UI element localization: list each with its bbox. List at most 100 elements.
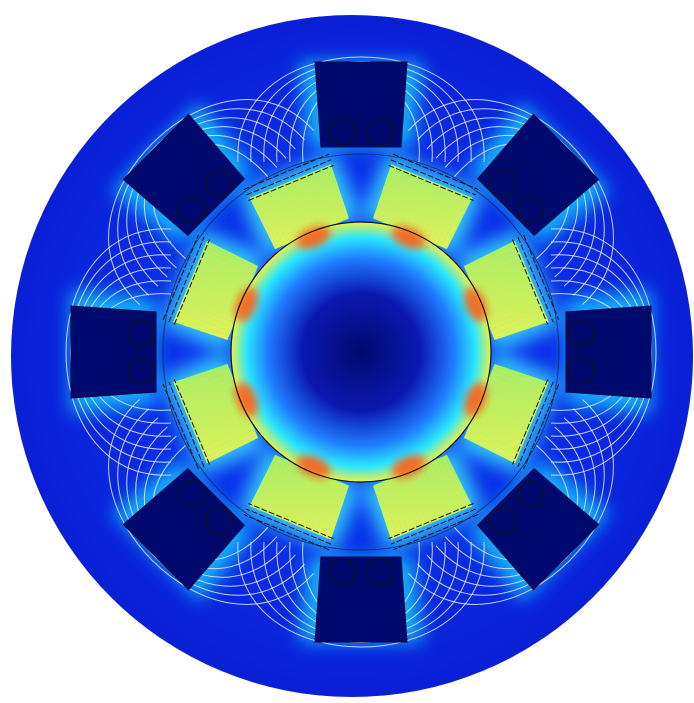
tooth-flux-line: [492, 372, 543, 393]
tooth-flux-line: [260, 195, 283, 244]
tooth-flux-line: [191, 282, 241, 304]
tooth-flux-line: [196, 411, 246, 434]
tooth-flux-line: [487, 386, 537, 407]
rotor: [231, 222, 491, 482]
tooth-flux-line: [323, 169, 344, 220]
tooth-flux-line: [482, 285, 532, 307]
tooth-flux-line: [443, 458, 467, 507]
tooth-flux-line: [388, 481, 409, 531]
flux-hotspots: [234, 225, 488, 479]
tooth-flux-line: [188, 393, 238, 414]
tooth-flux-line: [183, 301, 234, 323]
tooth-flux-line: [377, 168, 397, 219]
coil-layer-line: [168, 381, 205, 467]
tooth-flux-line: [296, 474, 318, 524]
coil-layer-line: [517, 381, 554, 467]
coil-layer-line: [523, 383, 560, 470]
tooth-flux-line: [415, 469, 438, 519]
coil-layer-line: [248, 164, 334, 201]
conductor: [205, 507, 233, 535]
flux-hotspot: [296, 455, 331, 479]
tooth-flux-line: [190, 397, 240, 419]
field-line: [108, 399, 314, 605]
tooth-flux-line: [181, 306, 232, 327]
tooth-flux-line: [306, 478, 327, 528]
tooth-flux-line: [409, 182, 431, 232]
tooth-flux-line: [434, 462, 457, 511]
tooth-flux-line: [178, 369, 229, 390]
boundary-rings: [162, 153, 560, 551]
conductor: [567, 357, 595, 385]
tooth-flux-line: [483, 395, 533, 417]
tooth-flux-line: [294, 181, 316, 231]
tooth-flux-line: [202, 425, 251, 448]
tooth-flux-line: [315, 481, 336, 532]
tooth-flux-line: [404, 180, 426, 230]
coil-layer-line: [246, 508, 332, 545]
coil-layer-line: [173, 239, 210, 325]
flux-hotspot: [234, 287, 258, 322]
tooth-flux-line: [490, 304, 540, 325]
tooth-flux-line: [476, 270, 526, 293]
tooth-flux-line: [420, 467, 443, 517]
tooth-flux-line: [187, 292, 237, 313]
tooth-flux-line: [267, 462, 290, 512]
tooth-flux-line: [471, 256, 520, 279]
tooth-flux-line: [467, 432, 517, 456]
coil-layer-line: [248, 503, 334, 540]
tooth-flux-line: [381, 170, 402, 221]
tooth-flux-line: [265, 193, 288, 242]
tooth-flux-line: [472, 261, 522, 284]
conductor: [489, 507, 517, 535]
tooth-flux-line: [304, 177, 325, 227]
tooth-flux-line: [406, 473, 428, 523]
tooth-flux-line: [310, 479, 332, 530]
tooth-flux-line: [186, 388, 236, 409]
tooth-flux-line: [193, 277, 243, 299]
field-line: [108, 99, 314, 305]
tooth-flux-line: [485, 391, 535, 412]
tooth-flux-line: [423, 188, 445, 238]
tooth-flux-line: [189, 287, 239, 309]
tooth-flux-line: [411, 471, 433, 521]
flux-hotspot: [296, 225, 331, 249]
field-line: [408, 99, 614, 305]
conductor: [127, 357, 155, 385]
coil-layer-line: [162, 383, 199, 470]
tooth-flux-line: [301, 476, 322, 526]
conductor: [366, 558, 394, 586]
coil-layer-line: [512, 379, 549, 465]
tooth-flux-line: [291, 472, 313, 522]
coil-slot: [314, 556, 408, 643]
tooth-flux-line: [486, 295, 536, 316]
tooth-flux-line: [277, 466, 299, 516]
conductor: [178, 196, 206, 224]
conductor: [328, 118, 356, 146]
tooth-flux-line: [309, 175, 330, 225]
tooth-flux-line: [199, 263, 249, 286]
tooth-flux-line: [195, 272, 245, 295]
tooth-flux-line: [318, 171, 339, 221]
tooth-flux-line: [390, 174, 412, 225]
field-line: [408, 399, 614, 605]
coil-layer-line: [390, 159, 476, 196]
stator-slots: [70, 61, 652, 643]
tooth-flux-line: [418, 186, 441, 236]
tooth-flux-line: [493, 314, 544, 335]
tooth-flux-line: [441, 196, 465, 246]
tooth-flux-line: [473, 418, 523, 441]
tooth-flux-line: [325, 485, 345, 536]
tooth-flux-line: [439, 460, 462, 509]
conductor: [366, 118, 394, 146]
coil-slot: [565, 305, 652, 399]
coil-layer-line: [392, 153, 479, 190]
tooth-flux-line: [400, 178, 421, 228]
conductor: [489, 169, 517, 197]
tooth-flux-line: [479, 405, 529, 427]
tooth-flux-line: [205, 248, 255, 272]
tooth-flux-line: [197, 268, 247, 290]
flux-hotspot: [464, 287, 488, 322]
tooth-flux-line: [194, 406, 244, 429]
conductor: [205, 169, 233, 197]
tooth-flux-line: [180, 374, 230, 395]
